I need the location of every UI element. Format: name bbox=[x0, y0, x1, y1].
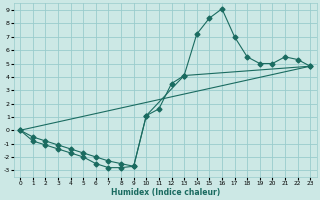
X-axis label: Humidex (Indice chaleur): Humidex (Indice chaleur) bbox=[111, 188, 220, 197]
